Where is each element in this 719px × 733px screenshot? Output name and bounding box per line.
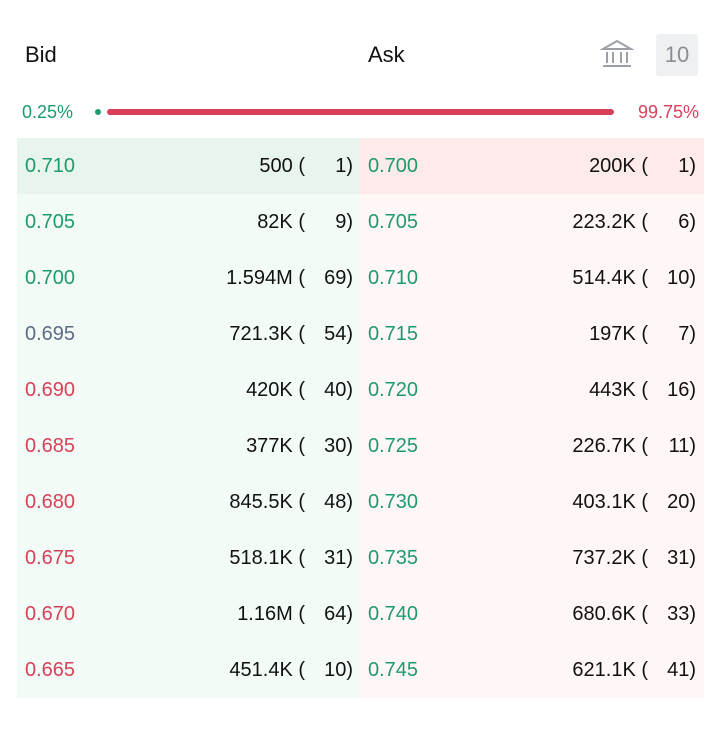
quantity: 1.594M ( [226,267,305,289]
price: 0.700 [25,267,76,289]
quantity: 377K ( [246,435,305,457]
price: 0.715 [368,323,419,345]
quantity: 680.6K ( [572,603,648,625]
ask-ratio: 99.75% [637,102,699,122]
price: 0.700 [368,155,419,177]
quantity: 621.1K ( [572,659,648,681]
bid-row: 0.700 1.594M ( 69) [17,250,361,306]
price: 0.695 [25,323,76,345]
order-count: 33) [667,603,696,625]
price: 0.705 [25,211,76,233]
ask-row: 0.745 621.1K ( 41) [360,642,704,698]
order-count: 30) [324,435,353,457]
quantity: 197K ( [589,323,648,345]
ask-row: 0.700 200K ( 1) [360,138,704,194]
quantity: 200K ( [589,155,648,177]
quantity: 223.2K ( [572,211,648,233]
quantity: 226.7K ( [572,435,648,457]
order-count: 9) [335,211,353,233]
order-count: 40) [324,379,353,401]
price: 0.725 [368,435,419,457]
ask-ratio-bar [107,109,614,115]
bid-row: 0.670 1.16M ( 64) [17,586,361,642]
ask-row: 0.720 443K ( 16) [360,362,704,418]
bid-row: 0.675 518.1K ( 31) [17,530,361,586]
bid-row: 0.665 451.4K ( 10) [17,642,361,698]
ask-row: 0.725 226.7K ( 11) [360,418,704,474]
price: 0.665 [25,659,76,681]
price: 0.710 [25,155,76,177]
order-count: 41) [667,659,696,681]
price: 0.720 [368,379,419,401]
price: 0.670 [25,603,76,625]
price: 0.745 [368,659,419,681]
order-count: 6) [678,211,696,233]
ask-row: 0.705 223.2K ( 6) [360,194,704,250]
bid-row: 0.690 420K ( 40) [17,362,361,418]
quantity: 451.4K ( [229,659,305,681]
order-count: 20) [667,491,696,513]
quantity: 403.1K ( [572,491,648,513]
quantity: 514.4K ( [572,267,648,289]
quantity: 1.16M ( [237,603,305,625]
price: 0.710 [368,267,419,289]
ask-row: 0.730 403.1K ( 20) [360,474,704,530]
bid-row: 0.680 845.5K ( 48) [17,474,361,530]
price: 0.705 [368,211,419,233]
order-count: 7) [678,323,696,345]
quantity: 845.5K ( [229,491,305,513]
order-count: 48) [324,491,353,513]
quantity: 737.2K ( [572,547,648,569]
order-count: 31) [667,547,696,569]
quantity: 82K ( [257,211,305,233]
ask-row: 0.715 197K ( 7) [360,306,704,362]
bid-row: 0.695 721.3K ( 54) [17,306,361,362]
exchange-icon[interactable] [600,38,634,70]
quantity: 500 ( [259,155,305,177]
price: 0.740 [368,603,419,625]
bid-ratio-bar [95,109,101,115]
order-count: 69) [324,267,353,289]
quantity: 721.3K ( [229,323,305,345]
price: 0.735 [368,547,419,569]
ask-row: 0.735 737.2K ( 31) [360,530,704,586]
bid-header: Bid [25,42,57,67]
bid-ratio: 0.25% [22,102,74,122]
price: 0.690 [25,379,76,401]
bid-row: 0.710 500 ( 1) [17,138,361,194]
bid-row: 0.705 82K ( 9) [17,194,361,250]
order-count: 11) [668,435,696,457]
ask-row: 0.710 514.4K ( 10) [360,250,704,306]
order-count: 10) [324,659,353,681]
bid-row: 0.685 377K ( 30) [17,418,361,474]
quantity: 420K ( [246,379,305,401]
order-count: 54) [324,323,353,345]
quantity: 518.1K ( [229,547,305,569]
depth-button[interactable]: 10 [656,34,698,76]
quantity: 443K ( [589,379,648,401]
order-count: 10) [667,267,696,289]
order-count: 1) [678,155,696,177]
price: 0.680 [25,491,76,513]
price: 0.730 [368,491,419,513]
order-count: 16) [667,379,696,401]
order-count: 64) [324,603,353,625]
order-count: 31) [324,547,353,569]
order-count: 1) [335,155,353,177]
ask-header: Ask [368,42,405,67]
price: 0.675 [25,547,76,569]
ask-row: 0.740 680.6K ( 33) [360,586,704,642]
price: 0.685 [25,435,76,457]
